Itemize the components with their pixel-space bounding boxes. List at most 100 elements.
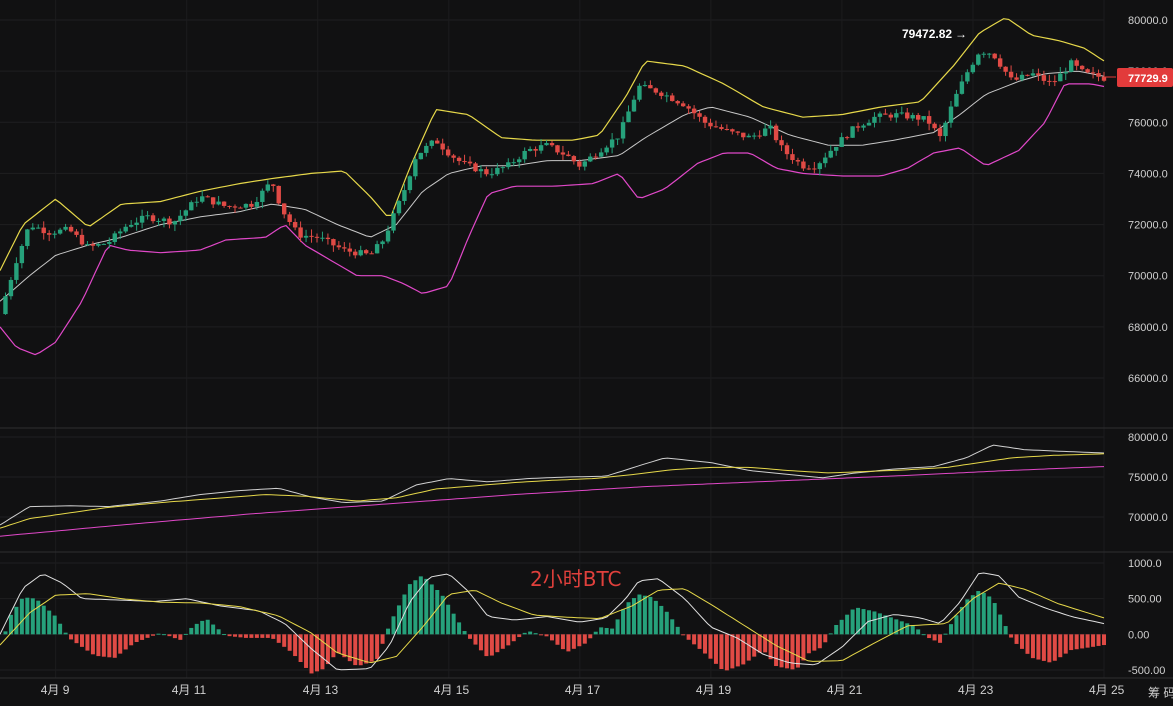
macd-histogram-bar xyxy=(599,627,604,635)
macd-histogram-bar xyxy=(1096,634,1101,646)
macd-histogram-bar xyxy=(293,634,298,657)
candle xyxy=(708,118,713,130)
candle xyxy=(976,53,981,66)
candle xyxy=(90,241,96,251)
candle xyxy=(467,156,473,167)
candle xyxy=(183,209,189,222)
candle-body xyxy=(752,135,757,137)
candle-body xyxy=(123,226,128,232)
macd-histogram-bar xyxy=(41,605,46,635)
macd-histogram-bar xyxy=(446,604,451,635)
candle xyxy=(1036,68,1041,81)
candle-body xyxy=(844,137,850,139)
macd-histogram-bar xyxy=(610,628,615,635)
macd-histogram-bar xyxy=(386,628,391,635)
macd-histogram-bar xyxy=(675,626,680,635)
macd-histogram-bar xyxy=(899,621,904,635)
candle xyxy=(730,128,735,135)
macd-histogram-bar xyxy=(965,599,970,635)
candle-body xyxy=(577,161,582,167)
macd-histogram-bar xyxy=(916,629,921,635)
candle xyxy=(604,145,609,156)
macd-histogram-bar xyxy=(905,623,910,635)
macd-histogram-bar xyxy=(768,634,773,660)
price-y-tick: 74000.0 xyxy=(1128,168,1168,180)
candle-body xyxy=(888,114,894,118)
candle-body xyxy=(560,152,566,155)
candle xyxy=(795,157,801,166)
candle xyxy=(1025,74,1030,77)
candle xyxy=(992,53,997,60)
candle-body xyxy=(271,184,276,186)
macd-histogram-bar xyxy=(227,634,232,637)
candle xyxy=(861,123,866,131)
macd-histogram-bar xyxy=(763,634,768,653)
candle-body xyxy=(314,236,320,238)
candle-body xyxy=(511,162,516,164)
macd-histogram-bar xyxy=(571,634,576,649)
candle-body xyxy=(686,106,691,109)
macd-histogram-bar xyxy=(254,634,259,638)
candle-body xyxy=(905,112,910,119)
macd-histogram-bar xyxy=(123,634,128,650)
macd-histogram-bar xyxy=(1052,634,1057,661)
candle xyxy=(85,240,90,247)
macd-histogram-bar xyxy=(817,634,822,649)
macd-histogram-bar xyxy=(642,595,647,635)
macd-histogram-bar xyxy=(489,634,494,656)
candle-body xyxy=(238,207,243,209)
candle xyxy=(68,224,74,233)
candle xyxy=(954,89,959,107)
candle-body xyxy=(894,113,899,118)
candle xyxy=(844,135,850,140)
candle-body xyxy=(8,279,14,297)
candle-body xyxy=(1074,60,1079,66)
macd-histogram-bar xyxy=(495,634,500,653)
macd-histogram-bar xyxy=(648,596,653,635)
candle-body xyxy=(52,233,57,235)
macd-histogram-bar xyxy=(30,598,35,635)
macd-histogram-bar xyxy=(36,600,41,635)
candle-body xyxy=(691,108,697,114)
macd-panel[interactable] xyxy=(0,572,1106,674)
candle xyxy=(418,152,424,160)
candle-body xyxy=(309,235,314,237)
macd-histogram-bar xyxy=(555,634,560,645)
price-panel[interactable] xyxy=(0,18,1107,356)
candle-body xyxy=(57,229,63,234)
macd-histogram-bar xyxy=(194,623,199,635)
candle xyxy=(828,145,833,159)
macd-histogram-bar xyxy=(200,620,205,635)
candle xyxy=(396,199,402,216)
candle-body xyxy=(243,203,249,208)
candle xyxy=(331,238,336,252)
candle-body xyxy=(932,123,937,129)
moving-average-panel[interactable] xyxy=(0,444,1105,537)
candle xyxy=(823,152,828,168)
candle-body xyxy=(762,128,768,136)
candle-body xyxy=(101,243,107,245)
macd-histogram-bar xyxy=(1036,634,1041,660)
candle xyxy=(254,196,260,210)
macd-histogram-bar xyxy=(894,619,899,635)
macd-histogram-bar xyxy=(774,634,779,667)
candle-body xyxy=(363,250,369,254)
macd-histogram-bar xyxy=(670,619,675,635)
macd-histogram-bar xyxy=(140,634,145,640)
candle-body xyxy=(194,201,199,203)
candle-body xyxy=(440,143,445,150)
macd-histogram-bar xyxy=(981,592,986,635)
current-price-tag[interactable]: 77729.9 xyxy=(1104,68,1173,87)
candle-body xyxy=(648,85,653,89)
ma-y-tick: 75000.0 xyxy=(1128,472,1168,484)
macd-histogram-bar xyxy=(1091,634,1096,647)
chips-tool-label[interactable]: 筹 码 xyxy=(1148,686,1173,700)
macd-histogram-bar xyxy=(582,634,587,644)
high-price-label: 79472.82 xyxy=(902,27,952,41)
macd-histogram-bar xyxy=(664,611,669,635)
candle-body xyxy=(779,140,784,146)
candle xyxy=(309,229,314,243)
macd-histogram-bar xyxy=(517,634,522,638)
macd-y-tick: 1000.0 xyxy=(1128,558,1162,570)
